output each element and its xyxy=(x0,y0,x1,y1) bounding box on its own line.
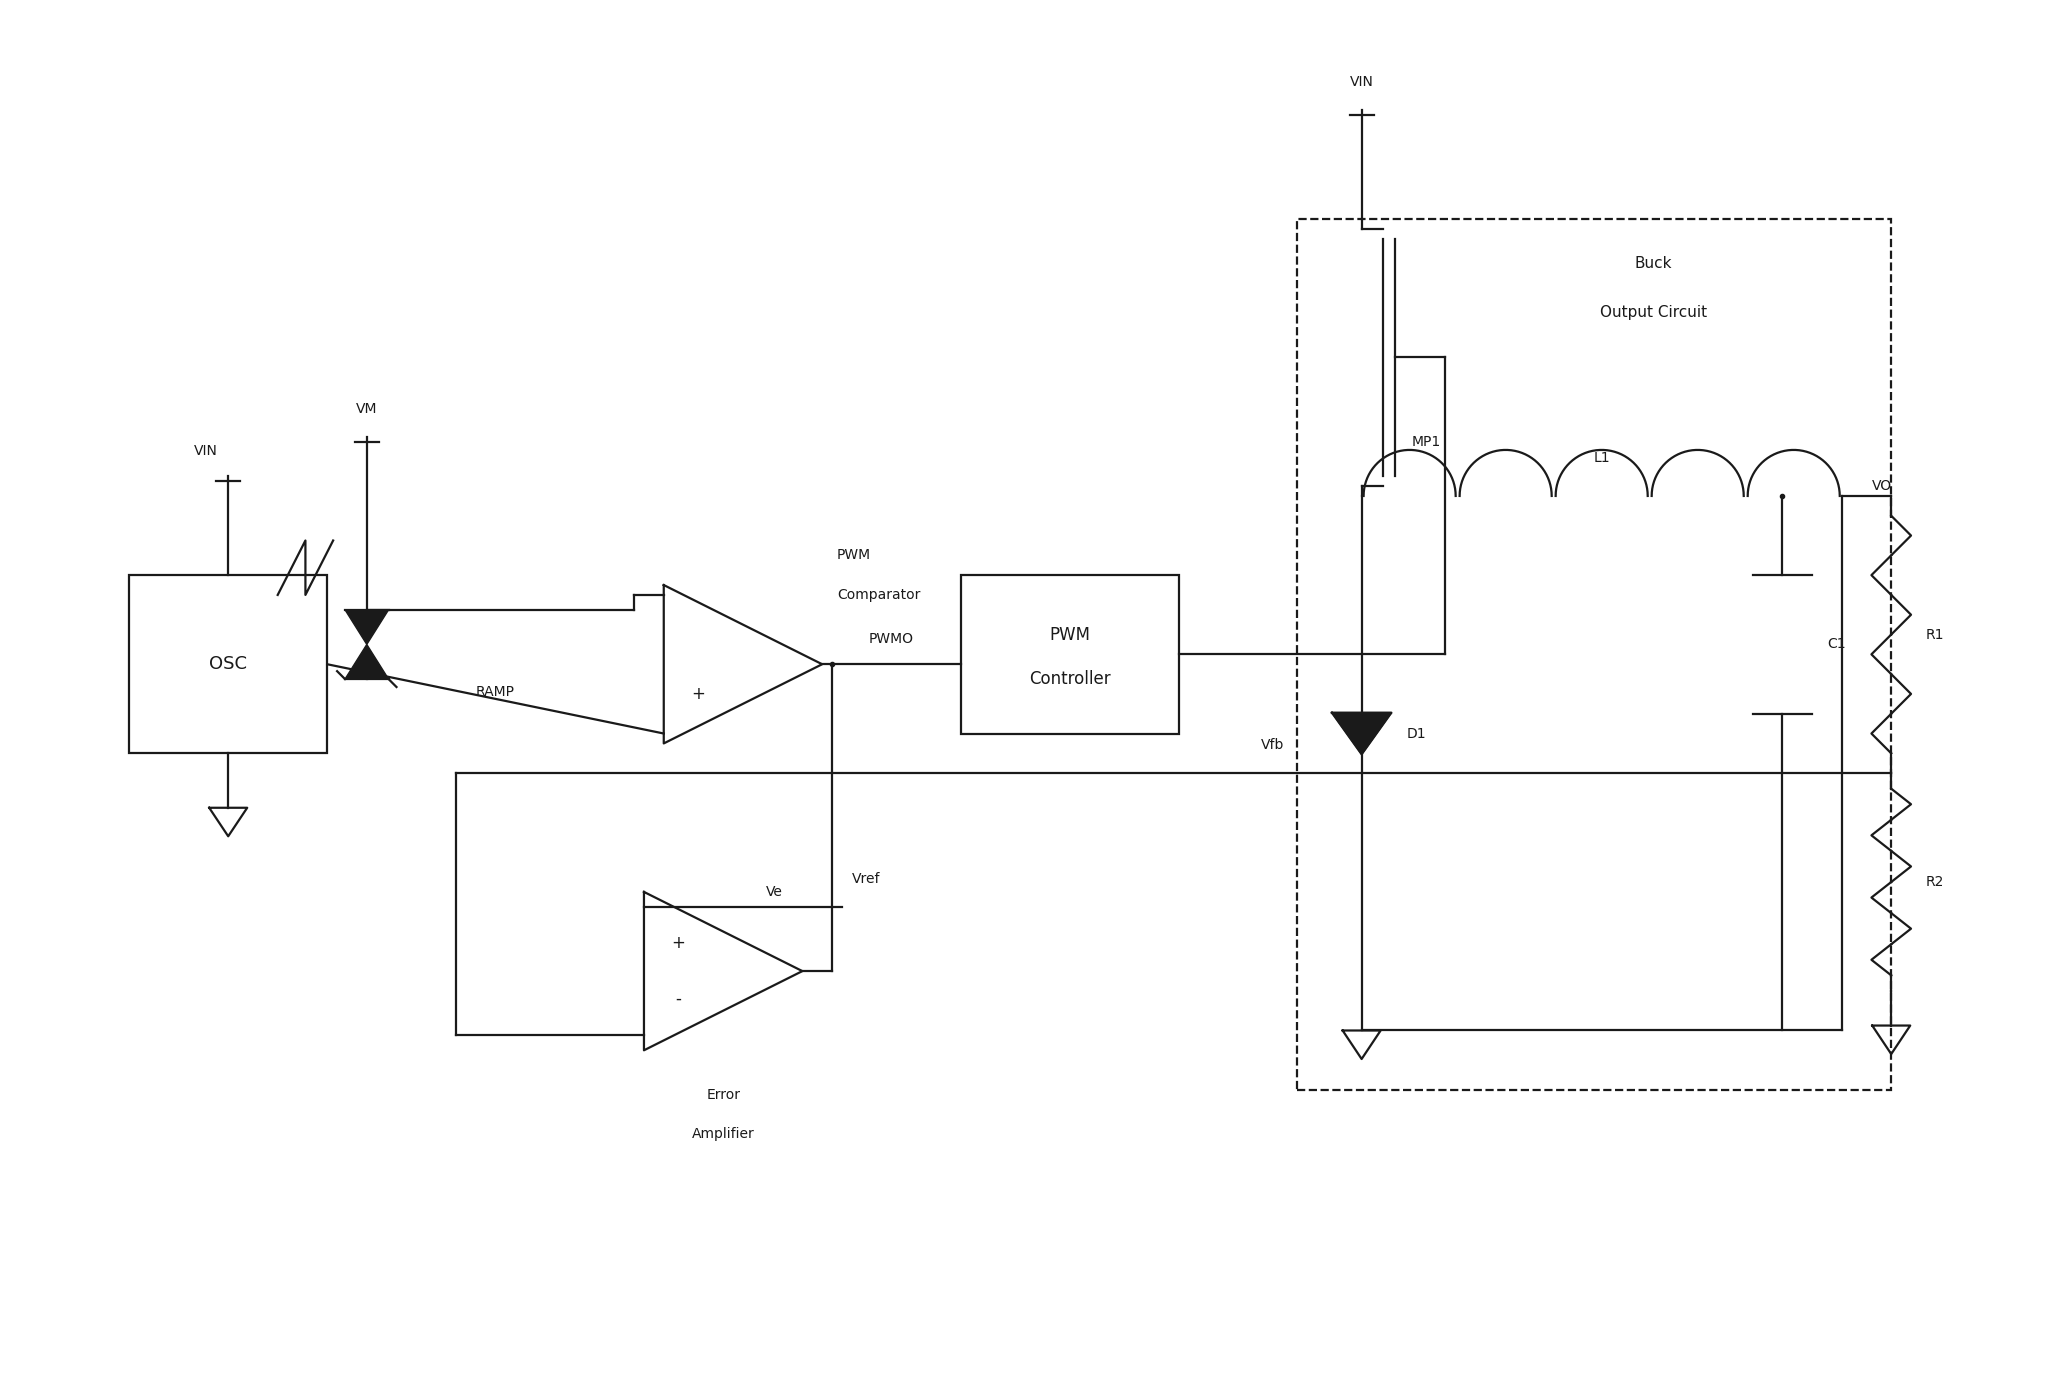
Polygon shape xyxy=(345,644,388,679)
Text: Output Circuit: Output Circuit xyxy=(1600,305,1707,320)
Text: VIN: VIN xyxy=(194,444,217,459)
Text: OSC: OSC xyxy=(208,655,248,673)
Text: Amplifier: Amplifier xyxy=(691,1128,755,1142)
Text: PWM: PWM xyxy=(1049,625,1090,643)
Text: VIN: VIN xyxy=(1350,76,1373,89)
Text: D1: D1 xyxy=(1406,727,1426,741)
Bar xyxy=(1298,218,1891,1090)
Text: C1: C1 xyxy=(1827,638,1845,651)
Text: R1: R1 xyxy=(1926,628,1944,642)
Text: MP1: MP1 xyxy=(1412,434,1441,448)
Polygon shape xyxy=(345,610,388,644)
Text: +: + xyxy=(691,684,706,703)
Text: Vfb: Vfb xyxy=(1261,738,1284,753)
Text: Error: Error xyxy=(706,1088,741,1102)
Text: Vref: Vref xyxy=(852,872,881,886)
Text: VO: VO xyxy=(1872,480,1891,493)
Bar xyxy=(130,576,328,753)
Text: Buck: Buck xyxy=(1635,256,1672,271)
Text: Comparator: Comparator xyxy=(838,588,921,602)
Text: RAMP: RAMP xyxy=(477,686,516,699)
Text: R2: R2 xyxy=(1926,875,1944,889)
Text: PWMO: PWMO xyxy=(869,632,914,647)
Text: +: + xyxy=(671,934,685,952)
Text: VM: VM xyxy=(357,401,378,416)
Text: Controller: Controller xyxy=(1028,671,1110,688)
Text: PWM: PWM xyxy=(838,548,871,562)
Text: -: - xyxy=(675,989,681,1007)
Bar xyxy=(960,576,1179,734)
Text: L1: L1 xyxy=(1593,451,1610,466)
Text: Ve: Ve xyxy=(766,885,782,899)
Polygon shape xyxy=(1331,713,1391,754)
